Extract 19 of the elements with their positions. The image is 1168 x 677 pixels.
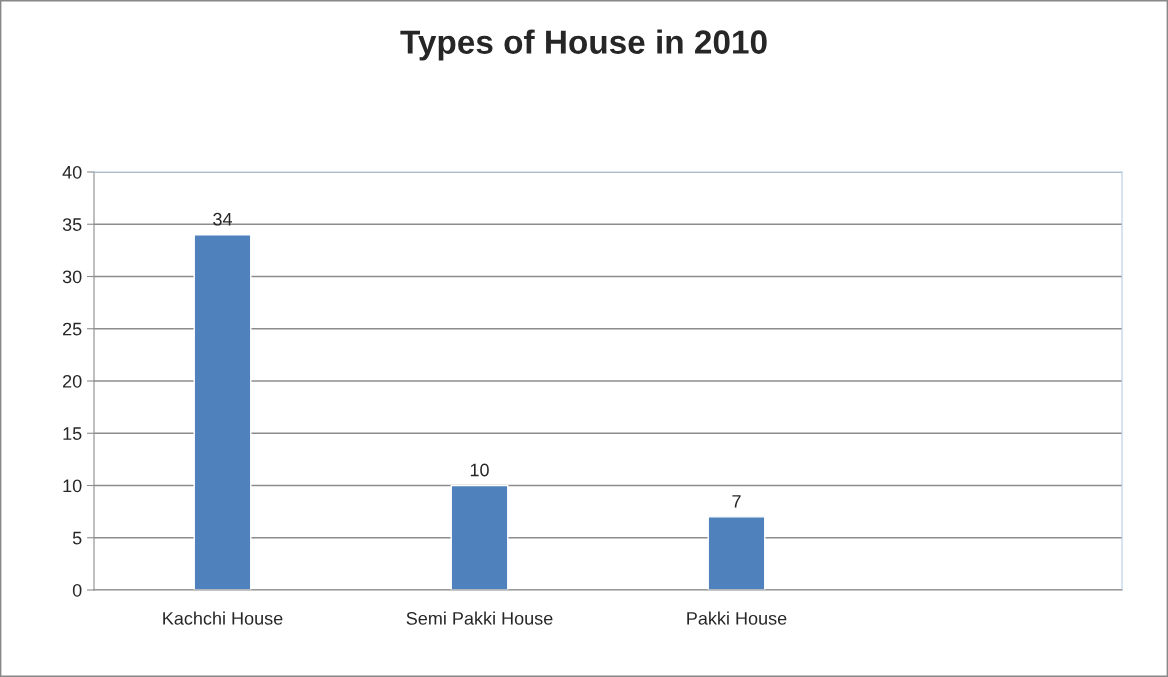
y-tick-label: 5 bbox=[72, 531, 82, 545]
y-tick-label: 30 bbox=[62, 270, 82, 284]
y-tick-label: 15 bbox=[63, 427, 82, 440]
y-tick-label: 40 bbox=[62, 165, 82, 179]
data-label: 10 bbox=[470, 463, 489, 477]
data-label: 34 bbox=[213, 212, 233, 226]
x-tick-label: Pakki House bbox=[687, 611, 787, 625]
x-tick-label: Kachchi House bbox=[163, 611, 283, 625]
chart-title: Types of House in 2010 bbox=[400, 29, 767, 61]
x-tick-label: Semi Pakki House bbox=[406, 611, 553, 625]
y-tick-label: 10 bbox=[63, 479, 82, 493]
data-label: 7 bbox=[732, 495, 741, 508]
bar bbox=[450, 484, 509, 590]
y-tick-label: 35 bbox=[62, 218, 82, 231]
y-tick-label: 20 bbox=[63, 374, 82, 388]
bar bbox=[707, 516, 766, 590]
bar bbox=[193, 234, 252, 590]
y-tick-label: 25 bbox=[63, 322, 82, 336]
y-tick-label: 0 bbox=[72, 583, 82, 597]
